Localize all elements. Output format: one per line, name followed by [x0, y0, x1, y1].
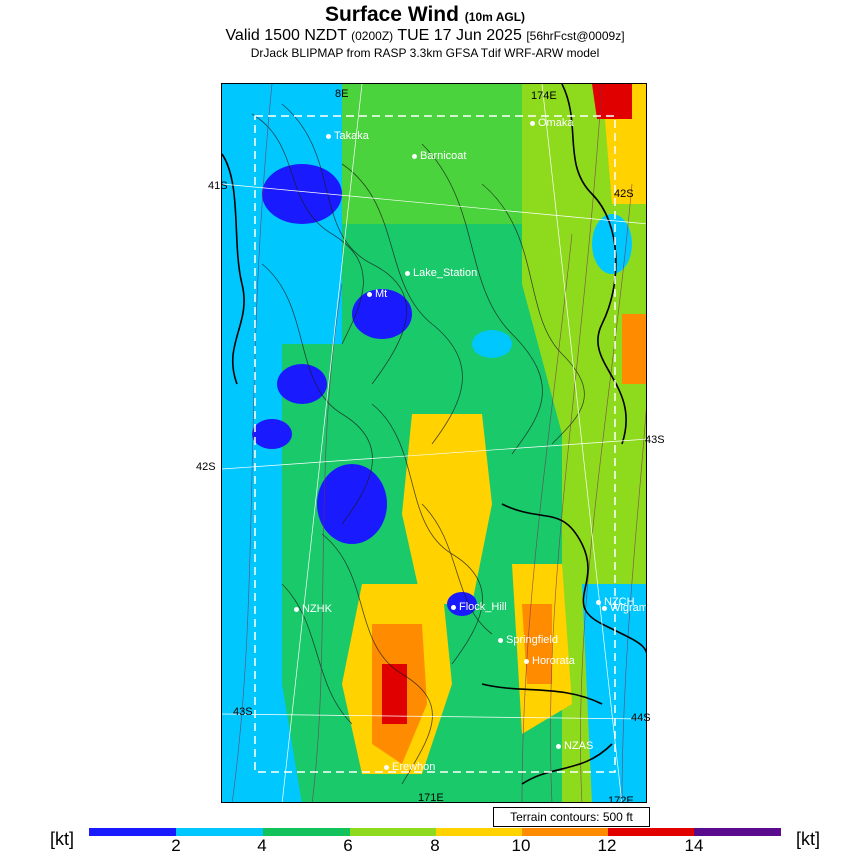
colorbar-segment: [350, 828, 436, 836]
site-wigram: Wigram: [602, 602, 646, 614]
colorbar-segment: [436, 828, 522, 836]
legend-unit-left: [kt]: [50, 829, 75, 849]
wind-speed-colorbar: [89, 828, 781, 836]
colorbar-tick: 10: [511, 836, 531, 855]
lon-label: 172E: [608, 795, 634, 803]
terrain-contour-note: Terrain contours: 500 ft: [493, 807, 650, 827]
lon-label: 171E: [418, 792, 444, 803]
lat-label: 43S: [645, 434, 665, 446]
map-title: Surface Wind (10m AGL): [324, 3, 526, 26]
model-description: DrJack BLIPMAP from RASP 3.3km GFSA Tdif…: [250, 46, 600, 60]
colorbar-segment: [176, 828, 263, 836]
legend-unit-right: [kt]: [796, 829, 821, 849]
site-omaka: Omaka: [530, 117, 573, 129]
colorbar-segment: [89, 828, 176, 836]
colorbar-tick: 4: [257, 836, 267, 855]
lon-label: 8E: [335, 88, 349, 100]
site-nzhk: NZHK: [294, 603, 332, 615]
site-hororata: Hororata: [524, 655, 575, 667]
colorbar-segment: [694, 828, 781, 836]
colorbar-tick: 12: [597, 836, 617, 855]
site-mt: Mt: [367, 288, 387, 300]
site-barnicoat: Barnicoat: [412, 150, 466, 162]
site-flock-hill: Flock_Hill: [451, 601, 507, 613]
colorbar-segment: [522, 828, 608, 836]
wind-map: 8E 174E 171E 172E Takaka Barnicoat Omaka…: [221, 83, 647, 803]
lon-label: 174E: [531, 90, 557, 102]
lat-label: 44S: [631, 712, 651, 724]
valid-time: Valid 1500 NZDT (0200Z) TUE 17 Jun 2025 …: [225, 27, 625, 44]
colorbar-tick: 6: [343, 836, 353, 855]
colorbar-segment: [263, 828, 350, 836]
site-nzch: NZCH: [596, 596, 635, 608]
wind-field-image: [222, 84, 646, 802]
lat-label: 42S: [614, 188, 634, 200]
site-springfield: Springfield: [498, 634, 558, 646]
colorbar-tick: 14: [684, 836, 704, 855]
site-takaka: Takaka: [326, 130, 369, 142]
lat-label: 41S: [208, 180, 228, 192]
site-nzas: NZAS: [556, 740, 593, 752]
lat-label: 43S: [233, 706, 253, 718]
site-erewhon: Erewhon: [384, 761, 435, 773]
colorbar-tick: 8: [430, 836, 440, 855]
colorbar-tick: 2: [171, 836, 181, 855]
site-lake-station: Lake_Station: [405, 267, 477, 279]
lat-label: 42S: [196, 461, 216, 473]
colorbar-segment: [608, 828, 694, 836]
